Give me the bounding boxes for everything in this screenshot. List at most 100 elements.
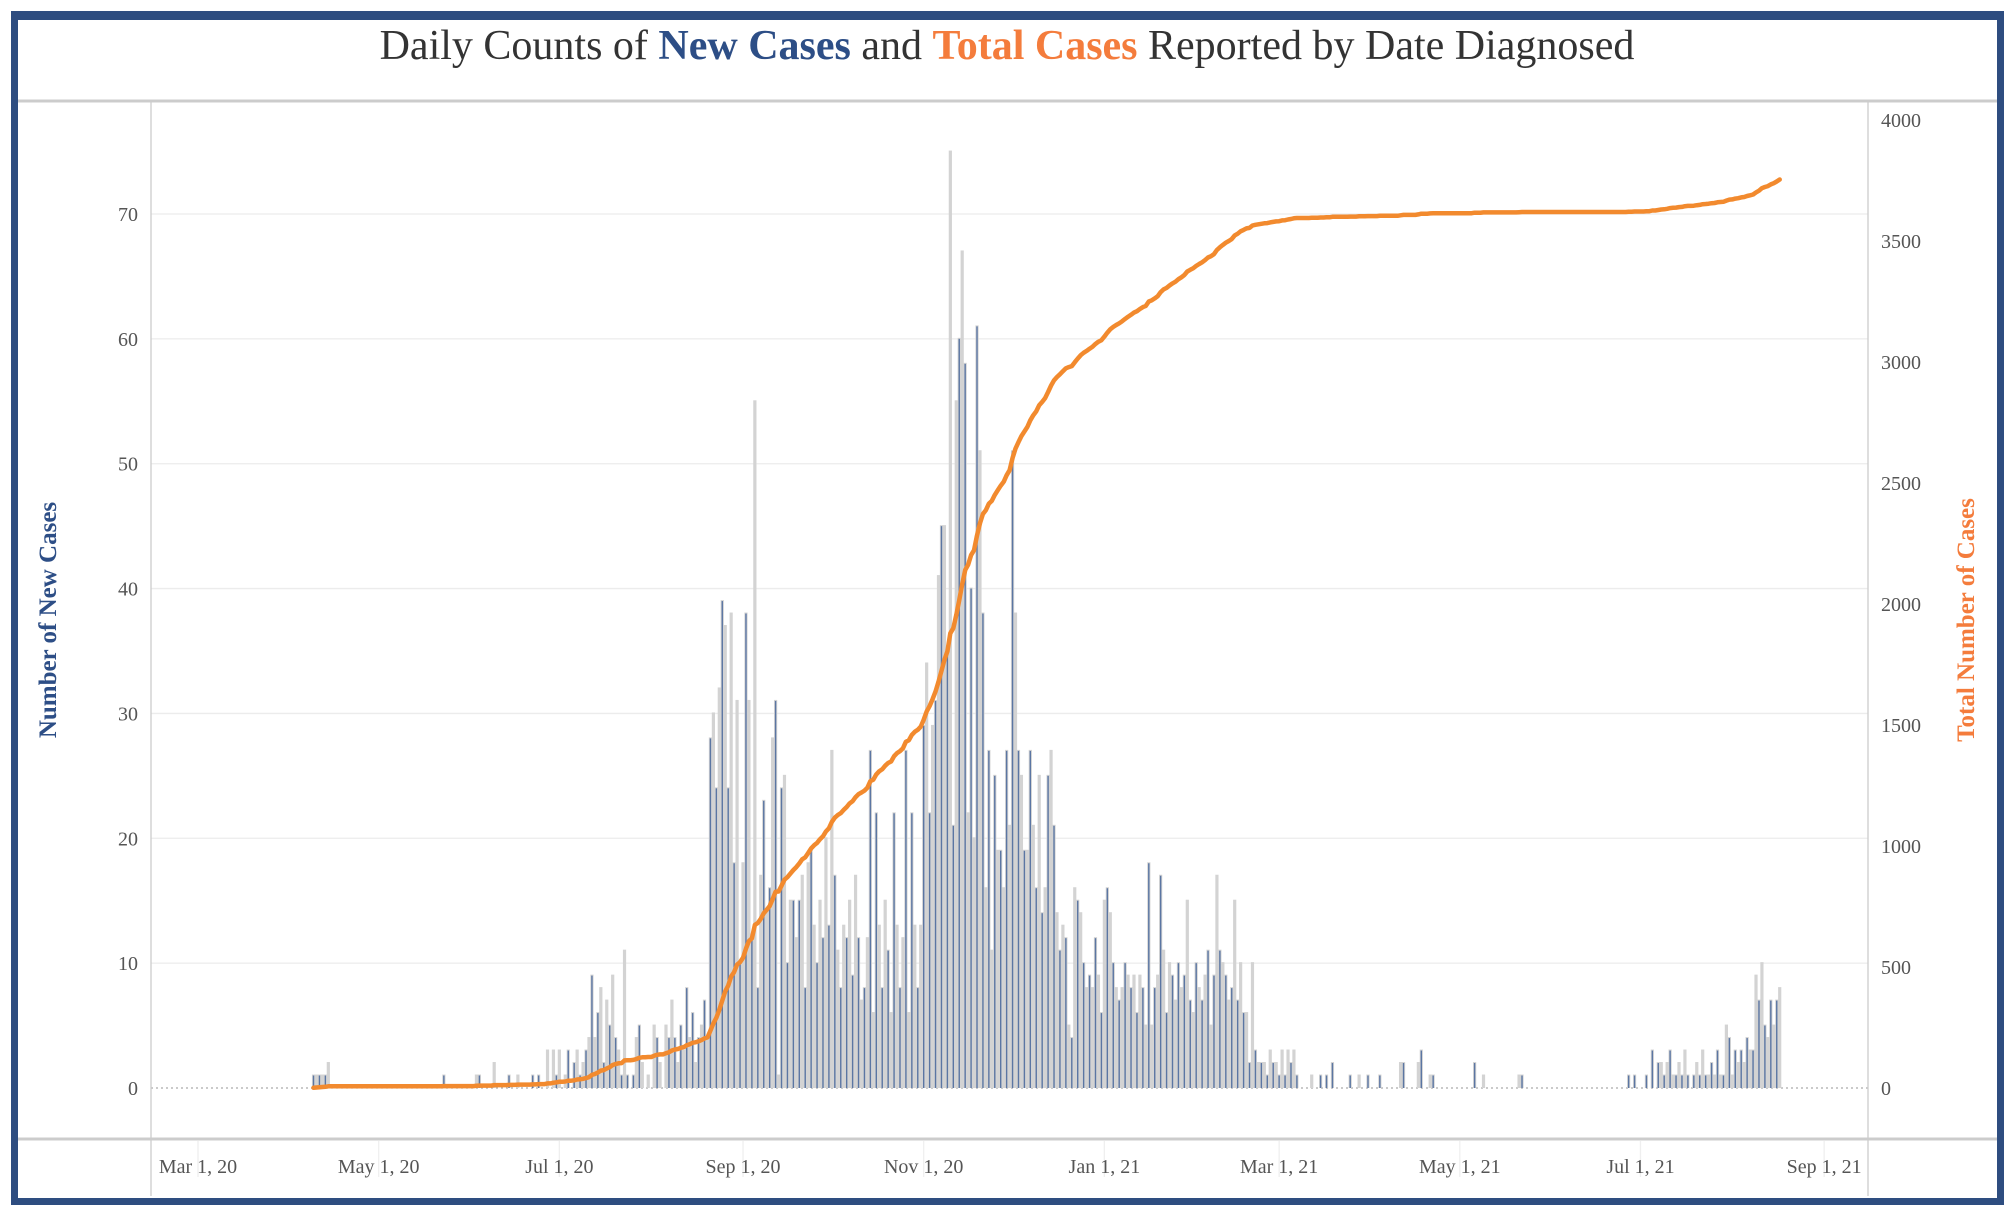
new-cases-bar-core xyxy=(1183,975,1186,1088)
new-cases-bar-core xyxy=(1704,1075,1707,1088)
new-cases-bar xyxy=(1233,899,1237,1088)
new-cases-bar xyxy=(1114,987,1118,1088)
new-cases-bar xyxy=(1665,1062,1669,1088)
new-cases-bar-core xyxy=(1521,1075,1523,1088)
new-cases-bar-core xyxy=(893,813,895,1088)
left-tick-label: 0 xyxy=(128,1078,138,1100)
new-cases-bar xyxy=(1156,974,1160,1088)
new-cases-bar-core xyxy=(1029,750,1032,1088)
new-cases-bar-core xyxy=(1349,1075,1351,1088)
title-new-cases: New Cases xyxy=(658,23,851,69)
new-cases-bar xyxy=(699,1024,704,1088)
new-cases-bar-core xyxy=(567,1050,569,1088)
new-cases-bar-core xyxy=(1124,963,1126,1088)
new-cases-bar xyxy=(1126,974,1130,1088)
new-cases-bar xyxy=(776,1074,781,1088)
new-cases-bar xyxy=(1292,1049,1296,1088)
new-cases-bar xyxy=(1778,987,1782,1088)
new-cases-bar xyxy=(516,1074,520,1088)
new-cases-bar-core xyxy=(324,1075,327,1088)
new-cases-bar-core xyxy=(940,526,943,1088)
new-cases-bar-core xyxy=(709,738,712,1088)
new-cases-bar-core xyxy=(609,1025,611,1088)
new-cases-bar-core xyxy=(911,813,913,1088)
new-cases-bar xyxy=(871,1012,875,1088)
new-cases-bar xyxy=(1019,774,1024,1088)
new-cases-bar xyxy=(1215,874,1219,1088)
new-cases-bar-core xyxy=(994,775,996,1088)
new-cases-bar xyxy=(1724,1024,1728,1088)
new-cases-bar-core xyxy=(1082,963,1085,1088)
new-cases-bar-core xyxy=(1248,1063,1251,1088)
left-tick-label: 10 xyxy=(118,953,138,975)
new-cases-bar-core xyxy=(1758,1000,1760,1088)
new-cases-bar-core xyxy=(721,601,723,1088)
new-cases-bar-core xyxy=(1669,1050,1671,1088)
left-tick-label: 70 xyxy=(118,204,138,226)
new-cases-bar-core xyxy=(834,875,836,1088)
new-cases-bar-core xyxy=(1699,1075,1701,1088)
new-cases-bar-core xyxy=(632,1075,635,1088)
new-cases-bar xyxy=(848,899,852,1088)
new-cases-bar-core xyxy=(1242,1013,1245,1088)
new-cases-bar xyxy=(984,887,988,1088)
new-cases-bar xyxy=(1085,987,1089,1088)
new-cases-bar-core xyxy=(1154,988,1156,1088)
new-cases-bar xyxy=(1760,962,1764,1088)
new-cases-bar-core xyxy=(1148,863,1150,1088)
new-cases-bar xyxy=(646,1074,650,1088)
new-cases-bar-core xyxy=(887,950,889,1088)
new-cases-bar xyxy=(853,874,858,1088)
new-cases-bar xyxy=(812,924,816,1088)
new-cases-bar-core xyxy=(851,975,854,1088)
new-cases-bar-core xyxy=(1035,888,1037,1088)
new-cases-bar-core xyxy=(508,1075,510,1088)
new-cases-bar-core xyxy=(822,938,824,1088)
new-cases-bar xyxy=(1736,1062,1740,1088)
new-cases-bar-core xyxy=(798,900,800,1088)
new-cases-bar xyxy=(1262,1062,1266,1088)
new-cases-bar-core xyxy=(1047,775,1049,1088)
new-cases-bar-core xyxy=(952,825,955,1088)
new-cases-bar-core xyxy=(1094,938,1097,1088)
new-cases-bar xyxy=(688,1037,692,1088)
new-cases-bar xyxy=(1244,1012,1249,1088)
new-cases-bar-core xyxy=(1645,1075,1648,1088)
new-cases-bar-core xyxy=(1663,1075,1665,1088)
new-cases-bar-core xyxy=(946,651,949,1088)
new-cases-bar-core xyxy=(786,963,789,1088)
new-cases-bar-core xyxy=(1420,1050,1423,1088)
new-cases-bar xyxy=(1659,1062,1663,1088)
right-tick-label: 1000 xyxy=(1881,836,1921,858)
new-cases-bar-core xyxy=(1065,938,1067,1088)
new-cases-bar-core xyxy=(780,788,783,1088)
new-cases-bar xyxy=(895,924,899,1088)
new-cases-bar-core xyxy=(1716,1050,1719,1088)
new-cases-bar xyxy=(753,400,757,1088)
new-cases-bar-core xyxy=(312,1075,315,1088)
new-cases-bar-core xyxy=(869,750,872,1088)
new-cases-bar-core xyxy=(1402,1063,1405,1088)
new-cases-bar-core xyxy=(1319,1075,1322,1088)
new-cases-bar-core xyxy=(1296,1075,1298,1088)
new-cases-bar-core xyxy=(1710,1063,1713,1088)
new-cases-bar-core xyxy=(478,1075,481,1088)
new-cases-bar-core xyxy=(680,1025,682,1088)
right-tick-label: 500 xyxy=(1881,957,1911,979)
new-cases-bar-core xyxy=(1740,1050,1742,1088)
new-cases-bar-core xyxy=(792,900,795,1088)
new-cases-bar-core xyxy=(1236,1000,1239,1088)
new-cases-bar xyxy=(948,150,952,1089)
new-cases-bar-core xyxy=(739,963,741,1088)
new-cases-bar xyxy=(640,1062,644,1088)
new-cases-bar xyxy=(1013,612,1018,1088)
right-axis-title: Total Number of Cases xyxy=(1953,498,1980,742)
new-cases-bar-core xyxy=(1284,1075,1286,1088)
new-cases-bar-core xyxy=(1675,1075,1677,1088)
new-cases-bar xyxy=(1310,1074,1314,1088)
new-cases-bar-core xyxy=(840,988,842,1088)
new-cases-bar-core xyxy=(1331,1063,1334,1088)
new-cases-bar-core xyxy=(1195,963,1197,1088)
new-cases-bar xyxy=(824,837,828,1088)
new-cases-bar-core xyxy=(1088,975,1091,1088)
